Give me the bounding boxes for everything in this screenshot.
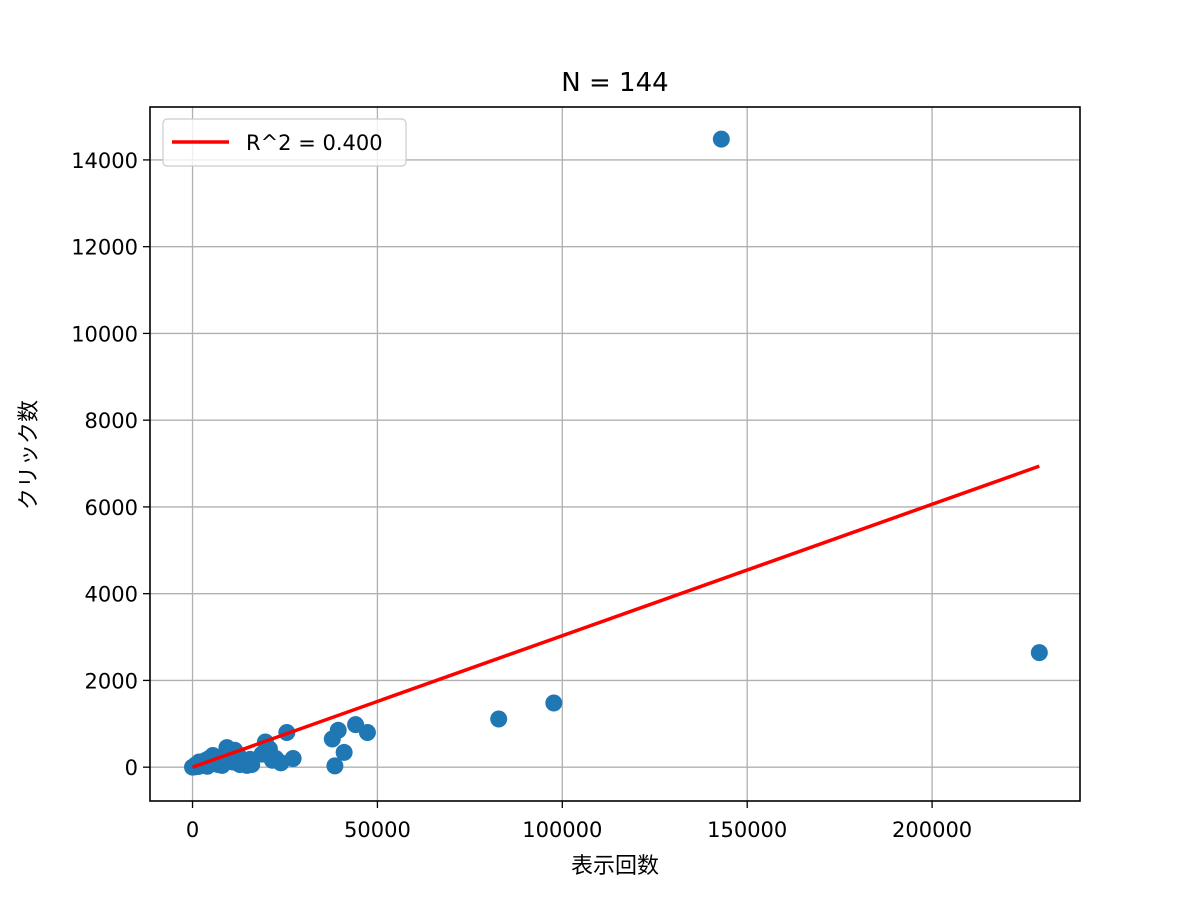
y-tick-label: 6000 (85, 496, 138, 520)
scatter-point (712, 130, 730, 148)
y-tick-label: 14000 (71, 149, 138, 173)
x-axis-ticks: 0 50000 100000 150000 200000 (186, 801, 972, 842)
y-tick-label: 0 (125, 756, 138, 780)
y-axis-title: クリック数 (17, 400, 42, 510)
scatter-point (490, 710, 508, 728)
chart-title: N = 144 (561, 68, 668, 98)
scatter-point (323, 730, 341, 748)
scatter-point (326, 757, 344, 775)
grid-lines (150, 107, 1080, 801)
scatter-point (1030, 644, 1048, 662)
x-tick-label: 150000 (707, 818, 787, 842)
scatter-point (231, 756, 249, 774)
y-axis-ticks: 0 2000 4000 6000 8000 10000 12000 14000 (71, 149, 150, 780)
scatter-point (545, 694, 563, 712)
scatter-point (243, 756, 261, 774)
y-tick-label: 12000 (71, 236, 138, 260)
plot-frame (149, 106, 1081, 802)
scatter-point (267, 749, 285, 767)
y-tick-label: 8000 (85, 409, 138, 433)
y-tick-label: 4000 (85, 583, 138, 607)
legend-label: R^2 = 0.400 (246, 131, 383, 155)
fit-line-layer (191, 464, 1040, 769)
legend: R^2 = 0.400 (162, 118, 407, 167)
x-tick-label: 100000 (522, 818, 602, 842)
legend-box (162, 118, 407, 167)
scatter-point (213, 756, 231, 774)
x-tick-label: 0 (186, 818, 199, 842)
y-tick-label: 2000 (85, 669, 138, 693)
x-axis-title: 表示回数 (571, 854, 659, 879)
x-tick-label: 200000 (892, 818, 972, 842)
x-tick-label: 50000 (344, 818, 411, 842)
scatter-point (335, 743, 353, 761)
y-tick-label: 10000 (71, 322, 138, 346)
scatter-point (358, 723, 376, 741)
regression-line (191, 464, 1040, 769)
